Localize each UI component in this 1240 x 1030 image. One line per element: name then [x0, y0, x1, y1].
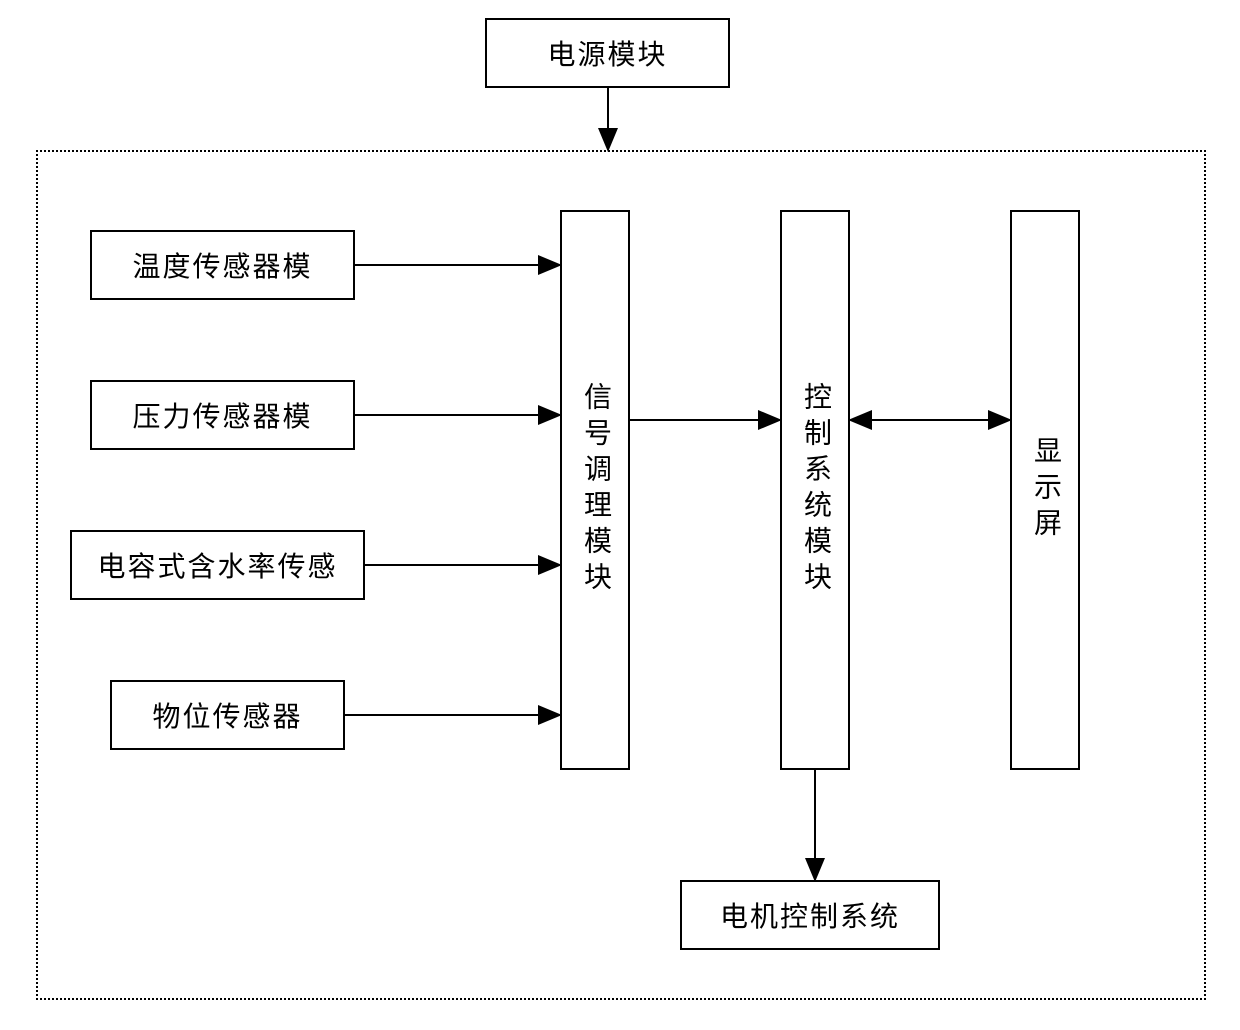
power-module-label: 电源模块 — [547, 33, 667, 73]
pressure-sensor-label: 压力传感器模 — [132, 395, 312, 435]
signal-module-box: 信号调理模块 — [560, 210, 630, 770]
display-box: 显示屏 — [1010, 210, 1080, 770]
temp-sensor-label: 温度传感器模 — [132, 245, 312, 285]
display-label: 显示屏 — [1025, 436, 1065, 544]
temp-sensor-box: 温度传感器模 — [90, 230, 355, 300]
motor-control-box: 电机控制系统 — [680, 880, 940, 950]
pressure-sensor-box: 压力传感器模 — [90, 380, 355, 450]
motor-control-label: 电机控制系统 — [720, 895, 900, 935]
moisture-sensor-label: 电容式含水率传感 — [97, 545, 337, 585]
level-sensor-label: 物位传感器 — [152, 695, 302, 735]
signal-module-label: 信号调理模块 — [575, 382, 615, 598]
power-module-box: 电源模块 — [485, 18, 730, 88]
moisture-sensor-box: 电容式含水率传感 — [70, 530, 365, 600]
level-sensor-box: 物位传感器 — [110, 680, 345, 750]
control-module-label: 控制系统模块 — [795, 382, 835, 598]
control-module-box: 控制系统模块 — [780, 210, 850, 770]
